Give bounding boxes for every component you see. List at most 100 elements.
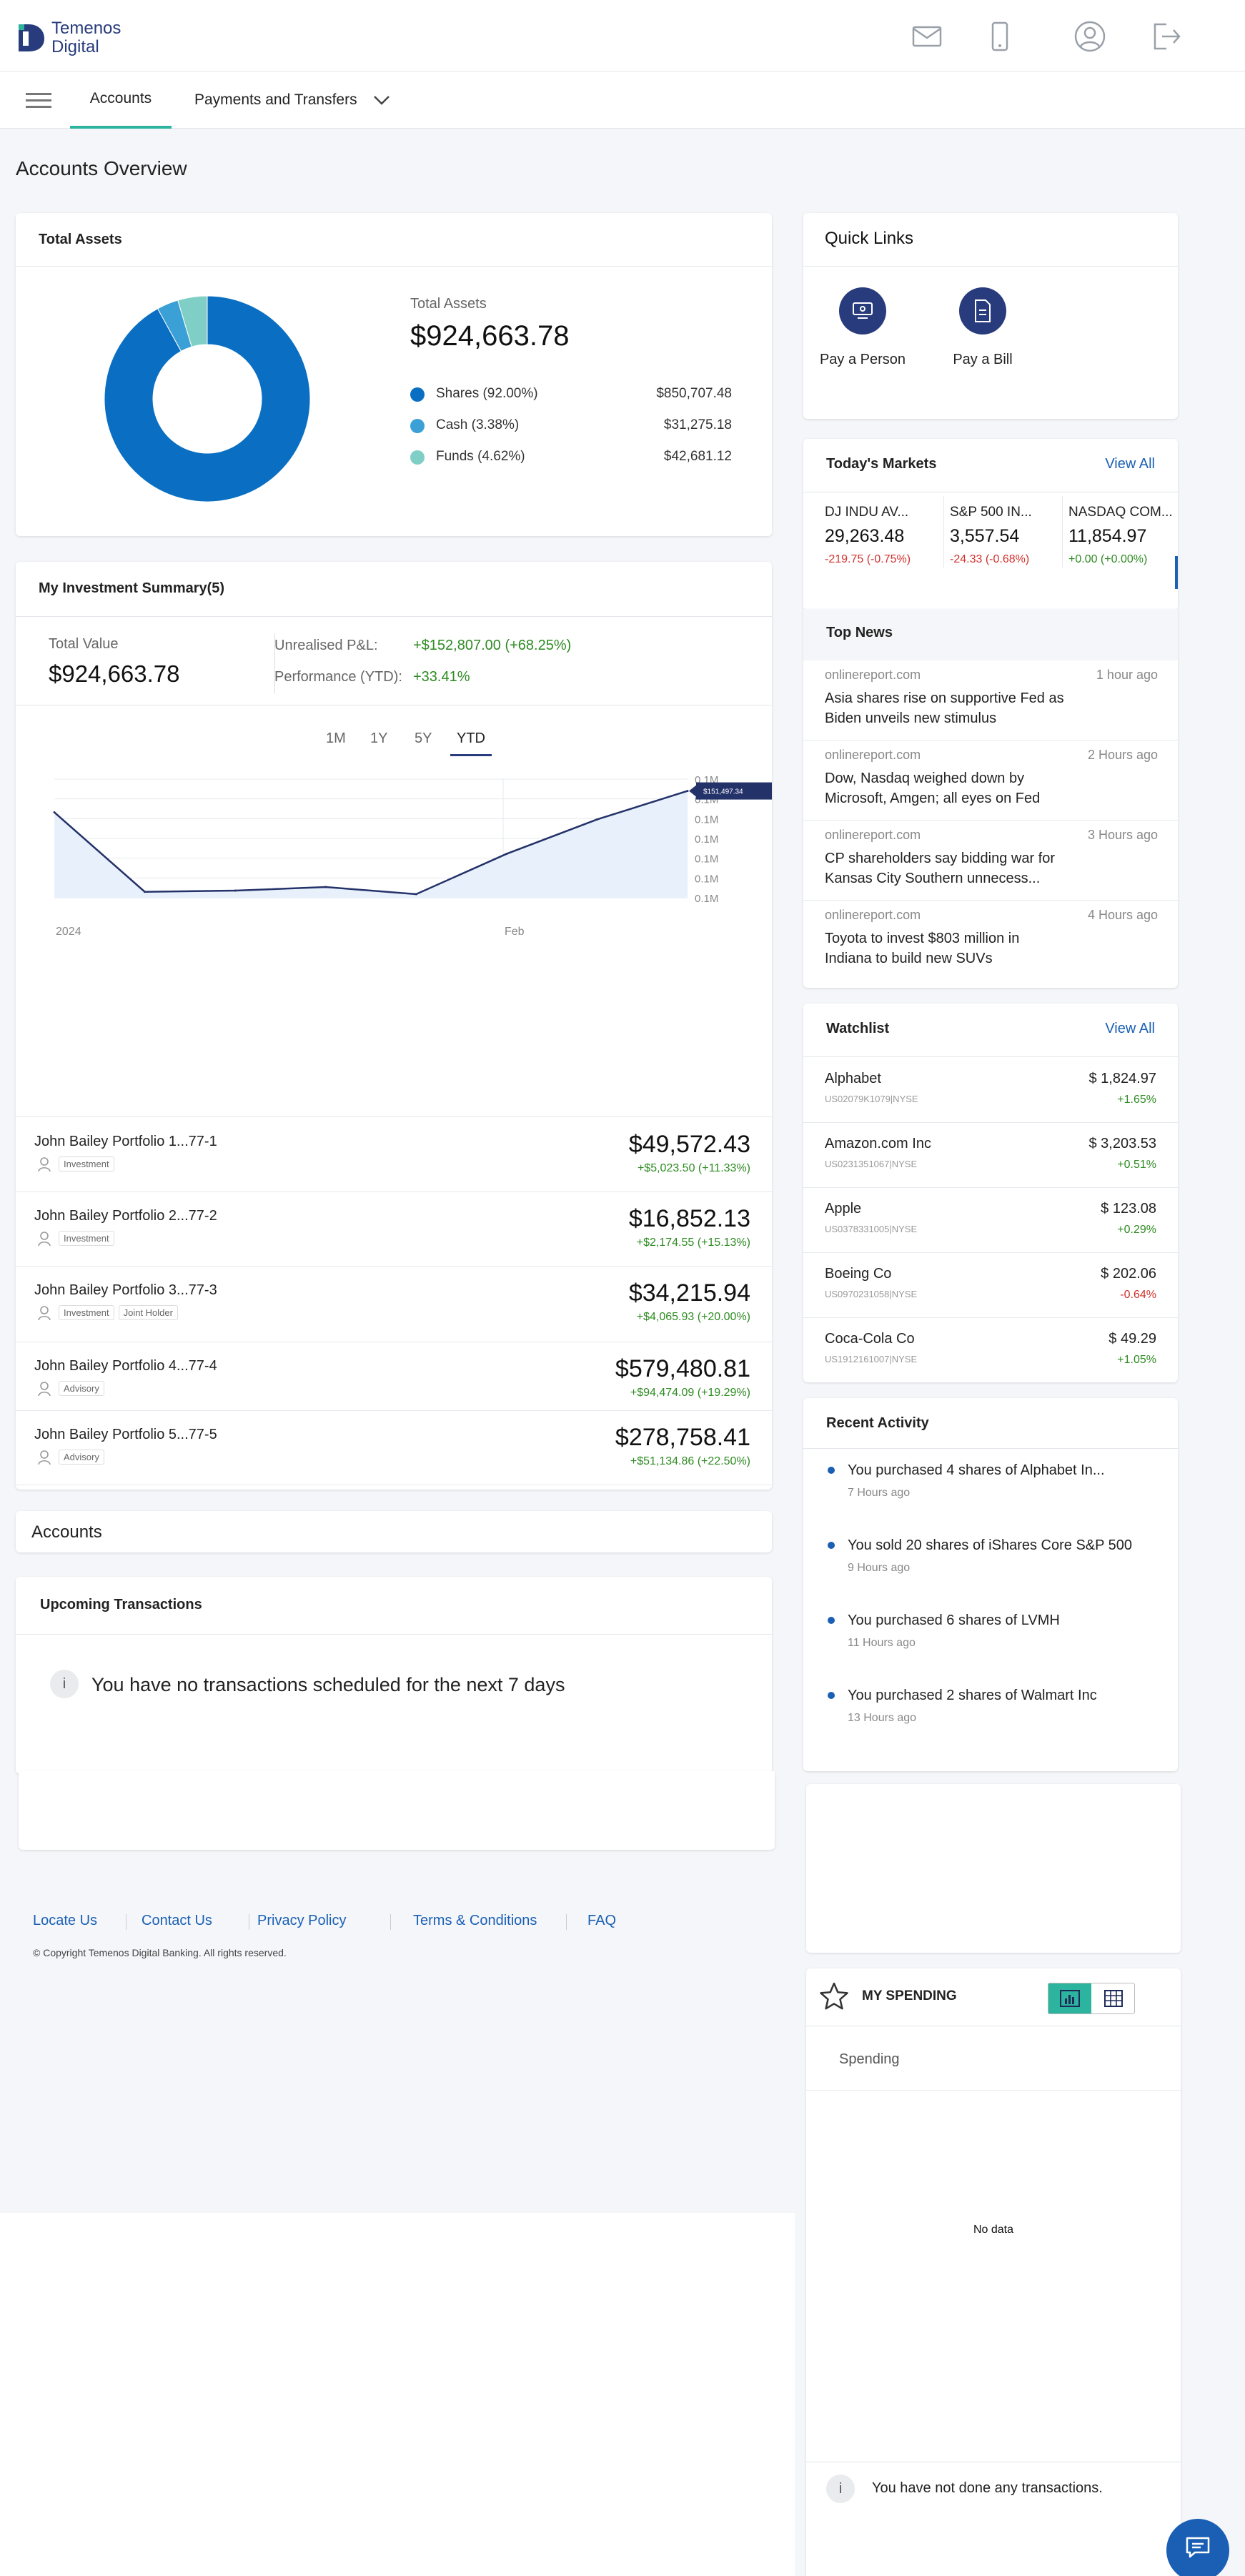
watchlist-item[interactable]: Coca-Cola Co US1912161007|NYSE $ 49.29 +… [803,1318,1178,1383]
market-ticker[interactable]: S&P 500 IN... 3,557.54 -24.33 (-0.68%) [943,496,1058,568]
portfolio-row[interactable]: John Bailey Portfolio 2...77-2 Investmen… [16,1192,772,1267]
user-icon[interactable] [1073,20,1106,53]
market-name: DJ INDU AV... [825,505,909,520]
watchlist-view-all-link[interactable]: View All [1105,1021,1155,1036]
footer-link-terms[interactable]: Terms & Conditions [413,1913,537,1928]
portfolio-tags: Investment Joint Holder [59,1305,182,1320]
chat-icon [1186,2537,1210,2558]
watchlist-item[interactable]: Apple US0378331005|NYSE $ 123.08 +0.29% [803,1188,1178,1253]
markets-view-all-link[interactable]: View All [1105,456,1155,472]
top-news-card: Top News onlinereport.com 1 hour ago Asi… [803,609,1178,988]
quick-link-pay-a-person[interactable]: Pay a Person [816,287,909,380]
pay-a-person-icon [839,287,886,335]
spending-chart-area: No data [806,2090,1181,2462]
y-tick-label: 0.1M [695,813,718,826]
activity-item[interactable]: You purchased 6 shares of LVMH 11 Hours … [803,1605,1178,1677]
activity-item[interactable]: You purchased 4 shares of Alphabet In...… [803,1455,1178,1527]
spending-subtitle: Spending [839,2051,900,2067]
legend-amount: $42,681.12 [663,449,732,464]
logout-icon[interactable] [1151,21,1182,51]
stock-name: Alphabet [825,1071,881,1086]
bar-chart-icon [1060,1990,1080,2007]
chat-button[interactable] [1166,2519,1229,2576]
last-value-badge-pointer [689,785,696,797]
portfolio-row[interactable]: John Bailey Portfolio 1...77-1 Investmen… [16,1118,772,1192]
portfolio-name: John Bailey Portfolio 3...77-3 [34,1282,217,1298]
quick-link-pay-a-bill[interactable]: Pay a Bill [936,287,1029,380]
portfolio-row[interactable]: John Bailey Portfolio 5...77-5 Advisory … [16,1411,772,1485]
activity-text: You sold 20 shares of iShares Core S&P 5… [848,1537,1133,1553]
mobile-icon[interactable] [991,21,1009,51]
total-assets-card-title: Total Assets [39,232,122,247]
footer-link-locate-us[interactable]: Locate Us [33,1913,98,1928]
hamburger-menu-icon[interactable] [26,91,51,110]
period-tab-5y[interactable]: 5Y [415,730,432,746]
news-source: onlinereport.com [825,908,921,922]
news-item[interactable]: onlinereport.com 4 Hours ago Toyota to i… [803,901,1178,981]
brand-logo[interactable]: Temenos Digital [16,17,130,57]
stock-change: +1.65% [1117,1094,1156,1106]
total-assets-value: $924,663.78 [410,320,570,352]
portfolio-name: John Bailey Portfolio 5...77-5 [34,1427,217,1442]
activity-item[interactable]: You sold 20 shares of iShares Core S&P 5… [803,1530,1178,1602]
chart-view-button[interactable] [1048,1983,1091,2013]
watchlist-item[interactable]: Boeing Co US0970231058|NYSE $ 202.06 -0.… [803,1253,1178,1318]
tab-payments-label: Payments and Transfers [194,91,357,108]
table-view-button[interactable] [1091,1983,1134,2013]
news-item[interactable]: onlinereport.com 3 Hours ago CP sharehol… [803,821,1178,901]
stock-code: US0970231058|NYSE [825,1289,918,1299]
footer-link-faq[interactable]: FAQ [587,1913,617,1928]
period-tab-1y[interactable]: 1Y [370,730,388,746]
info-icon: i [50,1670,79,1698]
portfolio-tag: Advisory [59,1450,104,1465]
accounts-section-title: Accounts [31,1522,102,1542]
chart-point [144,891,147,893]
tab-accounts[interactable]: Accounts [70,71,172,129]
news-item[interactable]: onlinereport.com 2 Hours ago Dow, Nasdaq… [803,740,1178,821]
portfolio-tag: Investment [59,1156,114,1171]
my-spending-title: MY SPENDING [862,1988,957,2003]
portfolio-name: John Bailey Portfolio 2...77-2 [34,1208,217,1224]
y-tick-label: 0.1M [695,853,718,866]
summary-divider [274,633,275,693]
footer-link-contact-us[interactable]: Contact Us [142,1913,212,1928]
news-item[interactable]: onlinereport.com 1 hour ago Asia shares … [803,660,1178,740]
market-ticker[interactable]: NASDAQ COM... 11,854.97 +0.00 (+0.00%) [1062,496,1176,568]
market-value: 29,263.48 [825,526,905,546]
news-headline-line1: CP shareholders say bidding war for [825,851,1056,866]
news-headline-line1: Toyota to invest $803 million in [825,931,1020,946]
chevron-down-icon[interactable] [373,94,390,106]
star-icon[interactable] [819,1981,849,2011]
chart-area-fill [54,791,688,898]
news-headline-line2: Indiana to build new SUVs [825,951,993,966]
period-tab-ytd[interactable]: YTD [450,728,492,756]
market-ticker[interactable]: DJ INDU AV... 29,263.48 -219.75 (-0.75%) [825,496,939,568]
activity-item[interactable]: You purchased 2 shares of Walmart Inc 13… [803,1680,1178,1752]
footer-link-privacy-policy[interactable]: Privacy Policy [257,1913,347,1928]
portfolio-value: $34,215.94 [628,1279,750,1307]
watchlist-item[interactable]: Alphabet US02079K1079|NYSE $ 1,824.97 +1… [803,1058,1178,1123]
market-ticker-list: DJ INDU AV... 29,263.48 -219.75 (-0.75%)… [803,496,1178,568]
todays-markets-card: Today's Markets View All DJ INDU AV... 2… [803,439,1178,610]
markets-scroll-indicator[interactable] [1175,556,1178,589]
spending-empty-message: You have not done any transactions. [872,2480,1103,2496]
portfolio-list: John Bailey Portfolio 1...77-1 Investmen… [16,1118,772,1490]
watchlist-item[interactable]: Amazon.com Inc US0231351067|NYSE $ 3,203… [803,1123,1178,1188]
portfolio-tags: Advisory [59,1381,109,1396]
unrealised-pl-value: +$152,807.00 (+68.25%) [413,638,572,653]
news-headline-line2: Biden unveils new stimulus [825,710,997,726]
mail-icon[interactable] [912,26,942,47]
tab-payments-and-transfers[interactable]: Payments and Transfers [193,71,400,129]
legend-dot-funds [410,450,425,465]
recent-activity-list: You purchased 4 shares of Alphabet In...… [803,1455,1178,1763]
portfolio-row[interactable]: John Bailey Portfolio 3...77-3 Investmen… [16,1267,772,1342]
table-icon [1104,1990,1123,2007]
quick-links-title: Quick Links [825,229,914,248]
donut-slice-shares [104,295,311,502]
legend-item-shares: Shares (92.00%) $850,707.48 [410,385,732,406]
period-tab-1m[interactable]: 1M [326,730,346,746]
portfolio-row[interactable]: John Bailey Portfolio 4...77-4 Advisory … [16,1342,772,1411]
stock-name: Apple [825,1201,862,1217]
portfolio-change: +$5,023.50 (+11.33%) [637,1162,750,1174]
unrealised-pl-label: Unrealised P&L: [274,638,378,653]
